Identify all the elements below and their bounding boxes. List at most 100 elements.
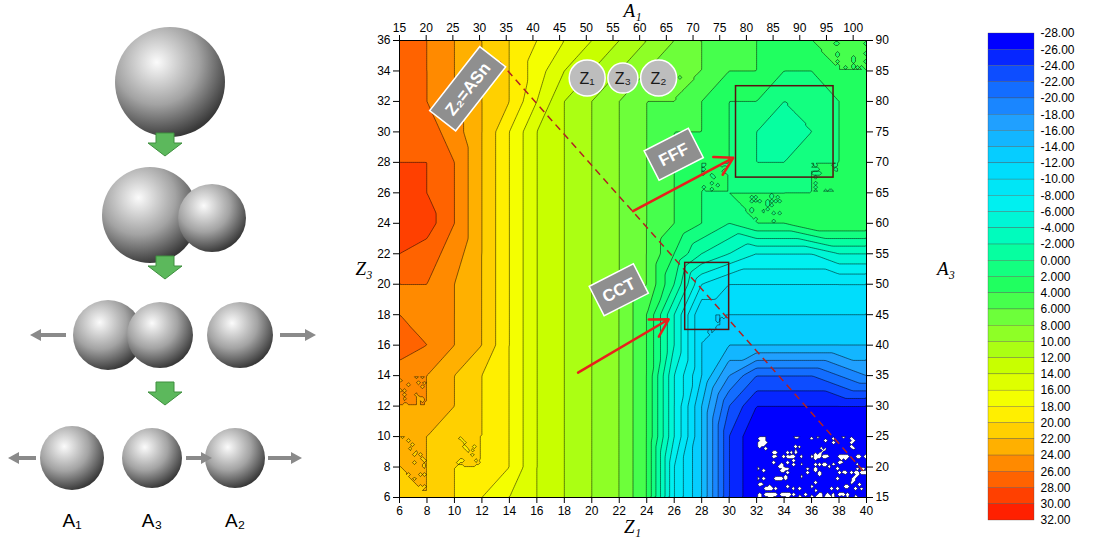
svg-text:-10.00: -10.00 (1041, 172, 1075, 186)
svg-text:55: 55 (876, 247, 890, 261)
svg-text:15: 15 (876, 490, 890, 504)
svg-text:-24.00: -24.00 (1041, 59, 1075, 73)
svg-text:25: 25 (446, 21, 460, 35)
svg-text:20: 20 (585, 504, 599, 518)
svg-text:24.00: 24.00 (1041, 448, 1071, 462)
svg-text:22: 22 (377, 247, 391, 261)
svg-text:35: 35 (876, 368, 890, 382)
svg-text:14: 14 (503, 504, 517, 518)
svg-text:16: 16 (377, 338, 391, 352)
svg-text:14: 14 (377, 368, 391, 382)
svg-text:4.000: 4.000 (1041, 286, 1071, 300)
svg-text:6: 6 (384, 490, 391, 504)
svg-text:8: 8 (384, 460, 391, 474)
svg-text:50: 50 (876, 277, 890, 291)
svg-text:24: 24 (377, 216, 391, 230)
svg-text:-26.00: -26.00 (1041, 43, 1075, 57)
svg-text:55: 55 (606, 21, 620, 35)
svg-text:18.00: 18.00 (1041, 400, 1071, 414)
svg-text:20.00: 20.00 (1041, 416, 1071, 430)
svg-text:A₃: A₃ (142, 510, 162, 531)
svg-text:-6.000: -6.000 (1041, 205, 1075, 219)
svg-text:28: 28 (695, 504, 709, 518)
svg-text:16.00: 16.00 (1041, 383, 1071, 397)
svg-text:A₂: A₂ (225, 510, 245, 531)
svg-text:15: 15 (393, 21, 407, 35)
svg-text:25: 25 (876, 429, 890, 443)
svg-text:-14.00: -14.00 (1041, 140, 1075, 154)
svg-text:CCT: CCT (599, 274, 639, 307)
svg-text:12: 12 (475, 504, 489, 518)
svg-text:45: 45 (876, 308, 890, 322)
svg-text:-12.00: -12.00 (1041, 156, 1075, 170)
svg-text:90: 90 (793, 21, 807, 35)
svg-text:95: 95 (820, 21, 834, 35)
svg-text:32.00: 32.00 (1041, 513, 1071, 527)
svg-text:26: 26 (377, 186, 391, 200)
svg-text:75: 75 (713, 21, 727, 35)
svg-text:38: 38 (832, 504, 846, 518)
svg-text:65: 65 (876, 186, 890, 200)
svg-text:40: 40 (876, 338, 890, 352)
svg-text:85: 85 (766, 21, 780, 35)
svg-text:45: 45 (553, 21, 567, 35)
svg-text:FFF: FFF (656, 139, 692, 170)
svg-text:28.00: 28.00 (1041, 481, 1071, 495)
svg-text:65: 65 (660, 21, 674, 35)
svg-text:30: 30 (876, 399, 890, 413)
svg-text:36: 36 (377, 33, 391, 47)
svg-text:A₁: A₁ (62, 510, 81, 531)
svg-text:0.000: 0.000 (1041, 254, 1071, 268)
svg-text:24: 24 (640, 504, 654, 518)
svg-text:16: 16 (530, 504, 544, 518)
svg-text:70: 70 (686, 21, 700, 35)
svg-text:34: 34 (377, 64, 391, 78)
svg-text:90: 90 (876, 33, 890, 47)
svg-text:36: 36 (805, 504, 819, 518)
svg-text:22.00: 22.00 (1041, 432, 1071, 446)
svg-text:26: 26 (668, 504, 682, 518)
svg-text:60: 60 (633, 21, 647, 35)
svg-text:30: 30 (722, 504, 736, 518)
svg-text:20: 20 (420, 21, 434, 35)
svg-text:18: 18 (377, 308, 391, 322)
svg-text:-28.00: -28.00 (1041, 26, 1075, 40)
svg-text:8: 8 (424, 504, 431, 518)
svg-text:70: 70 (876, 155, 890, 169)
svg-text:14.00: 14.00 (1041, 367, 1071, 381)
svg-text:100: 100 (843, 21, 863, 35)
svg-text:75: 75 (876, 125, 890, 139)
svg-text:26.00: 26.00 (1041, 465, 1071, 479)
svg-text:10: 10 (377, 429, 391, 443)
svg-text:80: 80 (876, 94, 890, 108)
svg-text:10.00: 10.00 (1041, 335, 1071, 349)
svg-text:Z₁: Z₁ (580, 70, 595, 87)
svg-text:-16.00: -16.00 (1041, 124, 1075, 138)
svg-text:32: 32 (750, 504, 764, 518)
svg-text:22: 22 (613, 504, 627, 518)
svg-text:20: 20 (876, 460, 890, 474)
svg-text:60: 60 (876, 216, 890, 230)
svg-text:-4.000: -4.000 (1041, 221, 1075, 235)
svg-text:80: 80 (740, 21, 754, 35)
svg-text:12: 12 (377, 399, 391, 413)
svg-text:20: 20 (377, 277, 391, 291)
svg-text:8.000: 8.000 (1041, 319, 1071, 333)
svg-text:6: 6 (396, 504, 403, 518)
svg-text:-20.00: -20.00 (1041, 91, 1075, 105)
svg-text:-18.00: -18.00 (1041, 108, 1075, 122)
svg-text:40: 40 (860, 504, 874, 518)
svg-text:40: 40 (526, 21, 540, 35)
svg-text:-8.000: -8.000 (1041, 189, 1075, 203)
svg-text:35: 35 (500, 21, 514, 35)
svg-text:10: 10 (448, 504, 462, 518)
svg-text:30: 30 (377, 125, 391, 139)
svg-text:50: 50 (580, 21, 594, 35)
svg-text:2.000: 2.000 (1041, 270, 1071, 284)
svg-text:Z₃: Z₃ (615, 70, 631, 87)
svg-text:Z₂=ASn: Z₂=ASn (441, 59, 494, 119)
svg-text:28: 28 (377, 155, 391, 169)
svg-text:-2.000: -2.000 (1041, 237, 1075, 251)
svg-text:6.000: 6.000 (1041, 302, 1071, 316)
svg-text:18: 18 (558, 504, 572, 518)
